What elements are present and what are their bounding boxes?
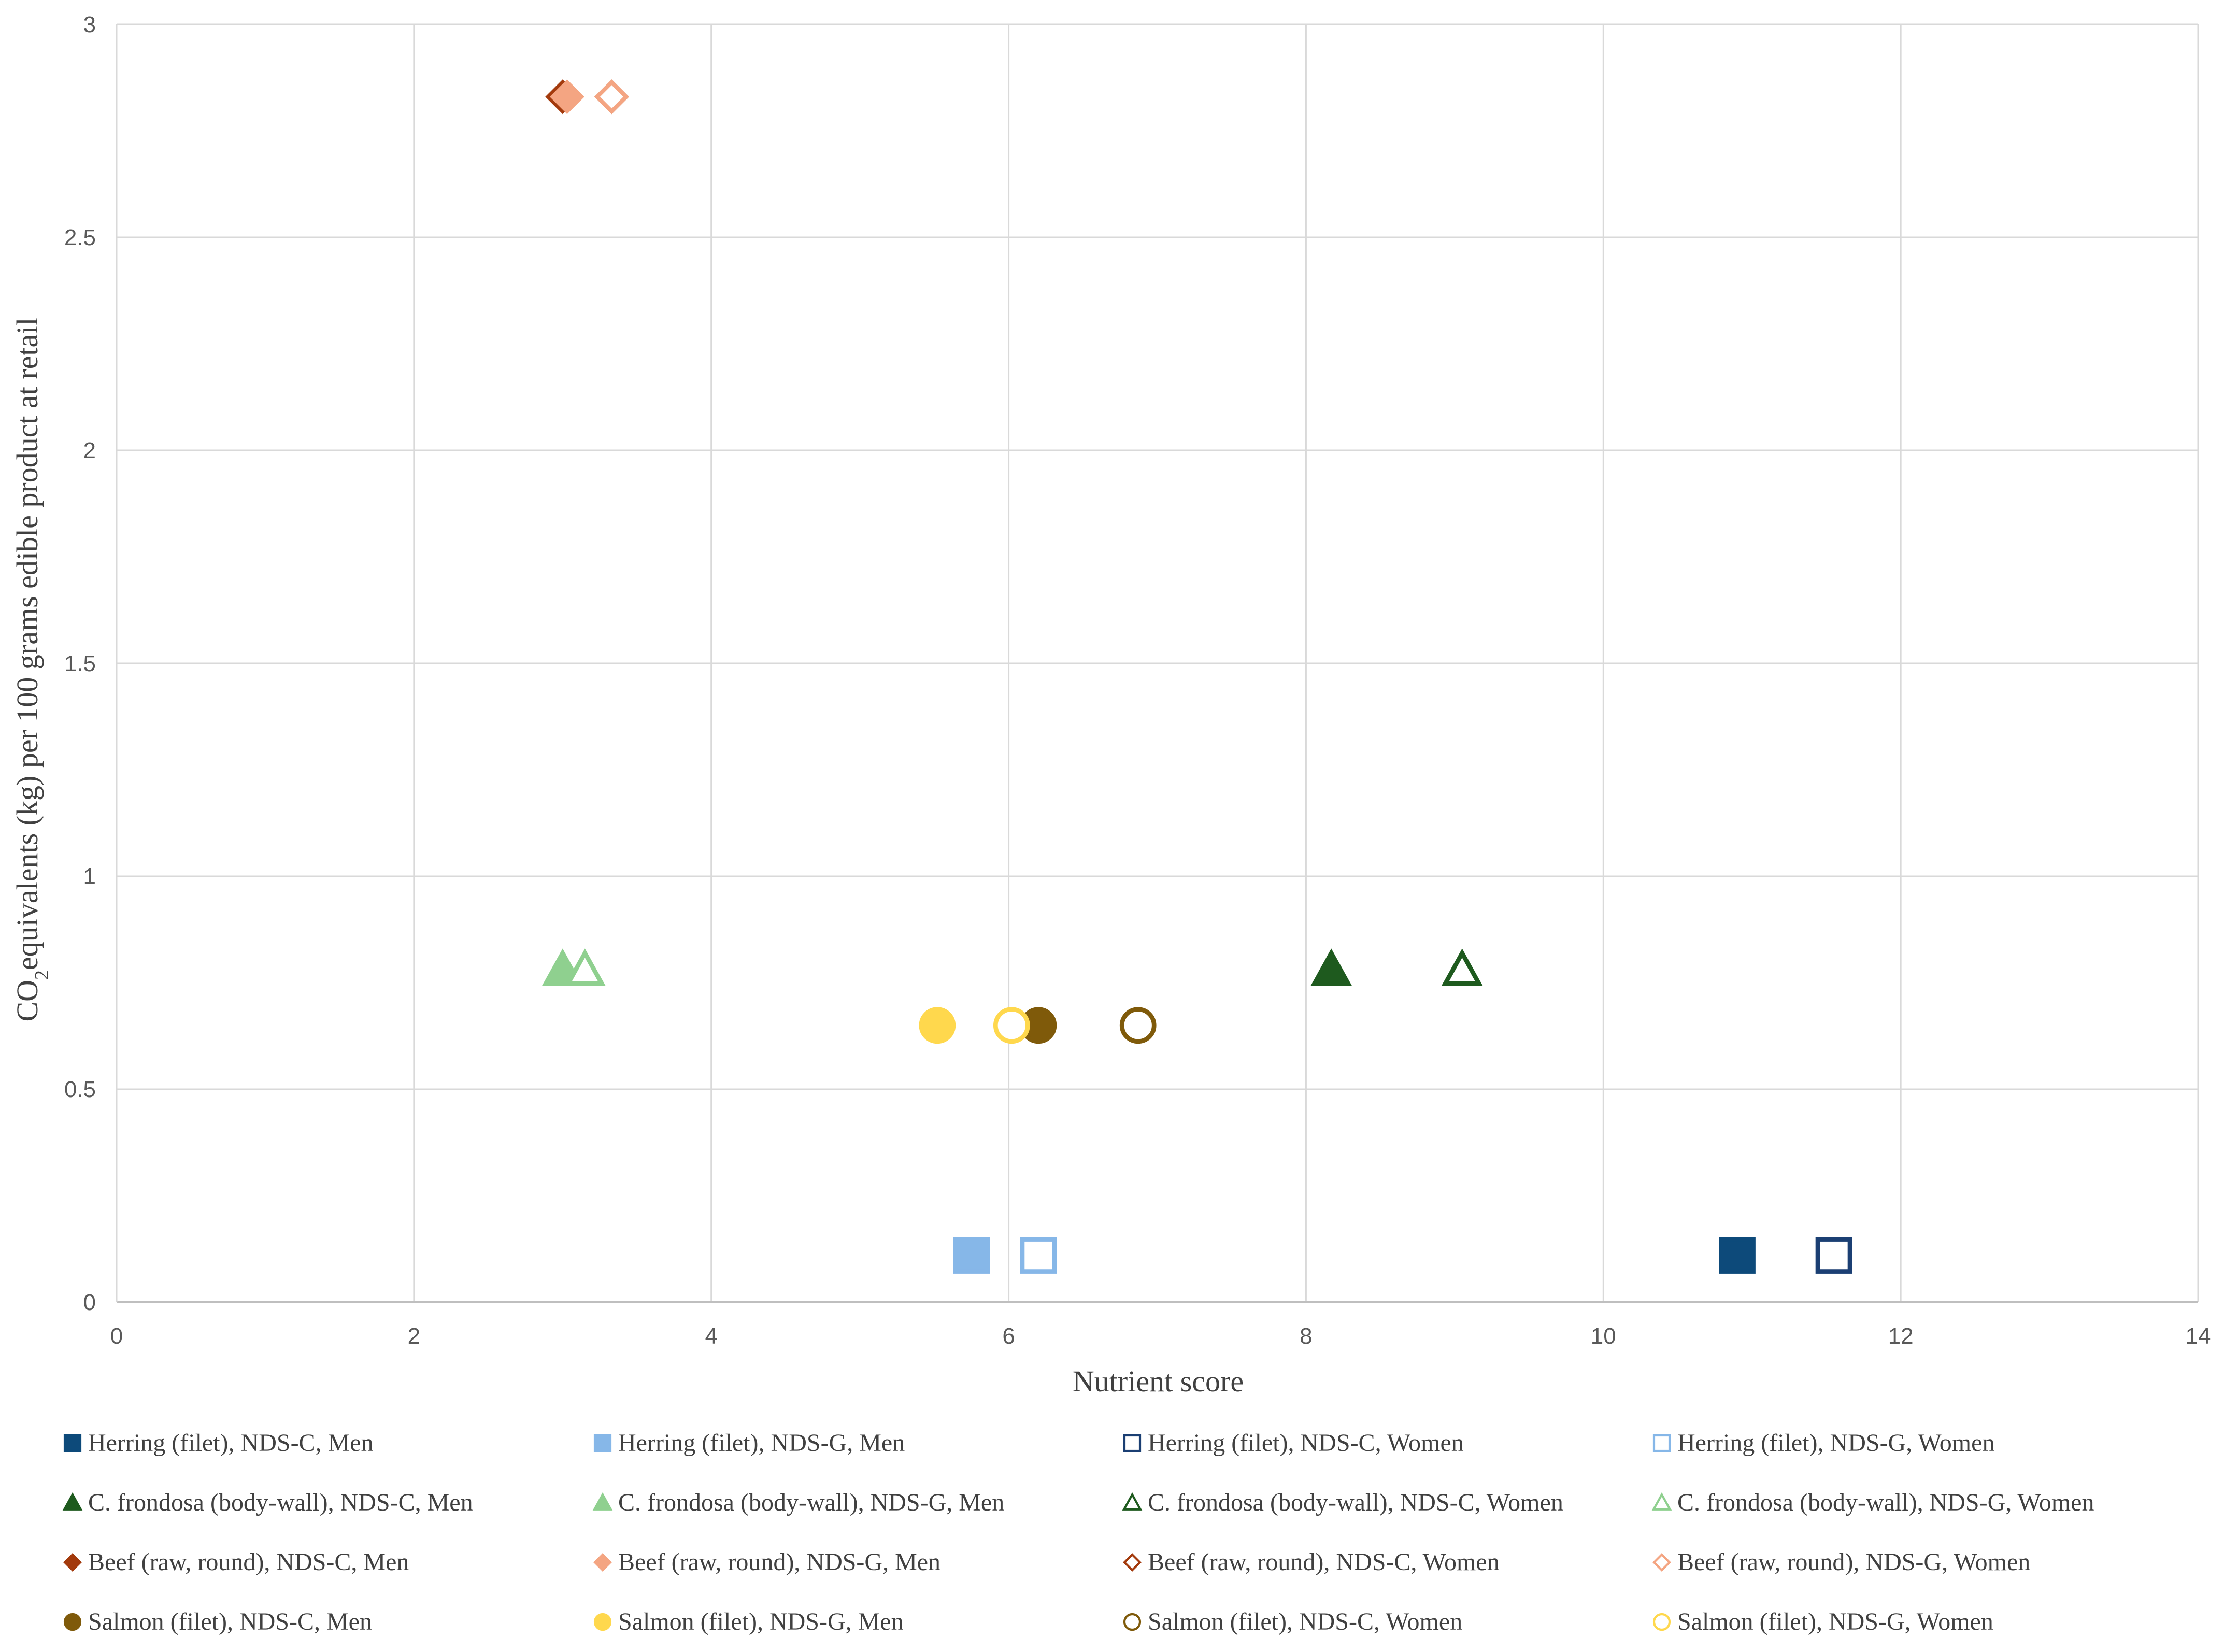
legend-item: Herring (filet), NDS-G, Men [593, 1429, 905, 1457]
y-tick-label: 2.5 [64, 225, 96, 250]
x-tick-label: 10 [1591, 1323, 1616, 1349]
legend-marker [1122, 1492, 1143, 1511]
legend-label: Herring (filet), NDS-G, Men [618, 1429, 905, 1457]
legend-label: Beef (raw, round), NDS-C, Men [88, 1548, 409, 1576]
legend-item: Salmon (filet), NDS-G, Women [1652, 1608, 1993, 1635]
legend-item: Beef (raw, round), NDS-C, Women [1123, 1548, 1500, 1576]
x-tick-label: 8 [1300, 1323, 1312, 1349]
y-axis-title-group: CO2equivalents (kg) per 100 grams edible… [10, 317, 53, 1021]
legend-item: C. frondosa (body-wall), NDS-C, Women [1122, 1489, 1563, 1516]
x-axis-title: Nutrient score [1073, 1364, 1244, 1398]
data-point-2 [953, 1237, 990, 1274]
data-points [541, 79, 1852, 1274]
legend-label: Herring (filet), NDS-G, Women [1677, 1429, 1994, 1457]
y-axis-title-subscript: 2 [31, 970, 53, 980]
legend-marker [1652, 1613, 1671, 1631]
legend-marker [63, 1553, 82, 1572]
y-tick-label: 0 [83, 1290, 96, 1315]
data-point-5 [1310, 948, 1352, 986]
x-tick-label: 0 [110, 1323, 123, 1349]
data-point-1 [1719, 1237, 1756, 1274]
data-point-7 [1441, 948, 1483, 986]
legend-marker [593, 1434, 612, 1452]
legend-marker [593, 1613, 612, 1631]
x-tick-label: 2 [408, 1323, 420, 1349]
legend-marker [1652, 1553, 1671, 1572]
legend-marker [1652, 1434, 1671, 1452]
legend-item: Herring (filet), NDS-G, Women [1652, 1429, 1994, 1457]
legend-marker [1123, 1434, 1142, 1452]
legend-marker [592, 1492, 613, 1511]
legend-label: Salmon (filet), NDS-C, Men [88, 1608, 372, 1635]
legend-item: C. frondosa (body-wall), NDS-G, Women [1651, 1489, 2094, 1516]
legend-marker [1123, 1553, 1142, 1572]
legend-marker [1123, 1613, 1142, 1631]
legend-marker [1651, 1492, 1672, 1511]
legend-label: Salmon (filet), NDS-G, Men [618, 1608, 904, 1635]
legend-item: C. frondosa (body-wall), NDS-G, Men [592, 1489, 1004, 1516]
legend-marker [62, 1492, 83, 1511]
x-tick-label: 14 [2186, 1323, 2211, 1349]
legend-label: Beef (raw, round), NDS-G, Women [1677, 1548, 2030, 1576]
legend-label: Salmon (filet), NDS-C, Women [1148, 1608, 1462, 1635]
data-point-8 [564, 948, 606, 986]
legend-item: Salmon (filet), NDS-C, Men [63, 1608, 372, 1635]
legend-item: Beef (raw, round), NDS-G, Men [593, 1548, 940, 1576]
legend-marker [63, 1434, 82, 1452]
y-tick-label: 1 [83, 864, 96, 889]
gridlines [116, 23, 2199, 1303]
data-point-14 [919, 1007, 956, 1044]
legend-label: Beef (raw, round), NDS-G, Men [618, 1548, 940, 1576]
data-point-16 [993, 1007, 1030, 1044]
legend-label: C. frondosa (body-wall), NDS-G, Men [618, 1489, 1004, 1516]
legend-item: Herring (filet), NDS-C, Men [63, 1429, 374, 1457]
legend-label: C. frondosa (body-wall), NDS-C, Women [1148, 1489, 1563, 1516]
x-tick-label: 4 [705, 1323, 717, 1349]
legend-label: Beef (raw, round), NDS-C, Women [1148, 1548, 1500, 1576]
legend-item: Beef (raw, round), NDS-G, Women [1652, 1548, 2030, 1576]
legend-item: Salmon (filet), NDS-C, Women [1123, 1608, 1462, 1635]
legend: Herring (filet), NDS-C, Men Herring (file… [62, 1429, 2094, 1635]
y-tick-label: 1.5 [64, 651, 96, 676]
data-point-12 [594, 79, 630, 115]
legend-label: Herring (filet), NDS-C, Men [88, 1429, 374, 1457]
legend-label: Salmon (filet), NDS-G, Women [1677, 1608, 1993, 1635]
x-tick-label: 6 [1002, 1323, 1015, 1349]
legend-item: Salmon (filet), NDS-G, Men [593, 1608, 904, 1635]
data-point-15 [1119, 1007, 1157, 1044]
data-point-3 [1815, 1237, 1852, 1274]
legend-label: Herring (filet), NDS-C, Women [1148, 1429, 1464, 1457]
tick-labels: 0 0.5 1 1.5 2 2.5 3 0 2 4 6 8 10 12 14 [64, 12, 2211, 1349]
legend-item: C. frondosa (body-wall), NDS-C, Men [62, 1489, 473, 1516]
y-axis-title: CO2equivalents (kg) per 100 grams edible… [10, 317, 53, 1021]
y-tick-label: 2 [83, 438, 96, 463]
data-point-4 [1020, 1237, 1057, 1274]
data-point-10 [549, 79, 584, 115]
legend-marker [593, 1553, 612, 1572]
axes [116, 24, 2198, 1303]
legend-label: C. frondosa (body-wall), NDS-G, Women [1677, 1489, 2094, 1516]
x-tick-label: 12 [1888, 1323, 1914, 1349]
legend-item: Herring (filet), NDS-C, Women [1123, 1429, 1464, 1457]
y-axis-title-rest: equivalents (kg) per 100 grams edible pr… [10, 317, 44, 970]
legend-marker [63, 1613, 82, 1631]
y-tick-label: 0.5 [64, 1077, 96, 1102]
y-axis-title-co: CO [10, 980, 44, 1022]
y-tick-label: 3 [83, 12, 96, 37]
legend-item: Beef (raw, round), NDS-C, Men [63, 1548, 409, 1576]
legend-label: C. frondosa (body-wall), NDS-C, Men [88, 1489, 473, 1516]
